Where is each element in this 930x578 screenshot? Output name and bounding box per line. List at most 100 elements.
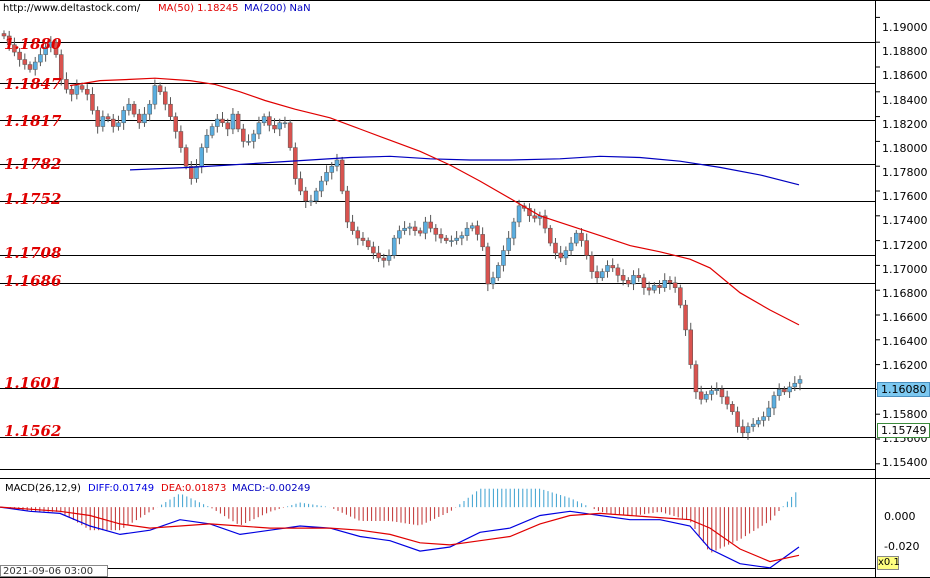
candle-body <box>506 237 511 251</box>
candle-body <box>391 237 397 256</box>
candle-body <box>719 389 725 398</box>
candle-body <box>620 275 626 281</box>
candle-body <box>407 226 413 229</box>
candle-body <box>584 240 589 256</box>
candle-body <box>683 304 688 331</box>
candle-body <box>558 252 563 259</box>
candle-body <box>350 221 355 231</box>
candle-body <box>490 277 496 285</box>
candle-body <box>220 118 225 124</box>
candle-body <box>548 227 553 244</box>
candle-body <box>469 225 475 229</box>
candle-body <box>256 122 262 135</box>
candle-body <box>329 165 335 173</box>
candle-body <box>339 159 345 192</box>
price-tick: 1.16400 <box>882 335 928 348</box>
price-tick: 1.18800 <box>882 45 928 58</box>
candle-body <box>355 230 361 239</box>
candle-body <box>750 423 756 427</box>
price-tick: 1.15400 <box>882 456 928 469</box>
candle-body <box>215 118 220 127</box>
candle-body <box>605 265 610 272</box>
candle-body <box>787 386 792 393</box>
candle-body <box>589 255 595 272</box>
candle-body <box>365 240 371 248</box>
candle-body <box>579 232 584 241</box>
candle-body <box>698 391 704 400</box>
price-tick: 1.19000 <box>882 21 928 34</box>
candle-body <box>43 46 48 55</box>
price-tick: 1.17600 <box>882 190 928 203</box>
macd-title: MACD(26,12,9) <box>5 483 81 494</box>
candle-body <box>27 64 33 70</box>
candle-body <box>12 44 17 53</box>
candle-body <box>797 379 803 384</box>
candle-body <box>287 122 293 148</box>
date-label: 2021-09-06 03:00 <box>0 565 108 577</box>
price-tick: 1.17000 <box>882 263 928 276</box>
candle-body <box>74 85 80 95</box>
candle-body <box>345 190 350 223</box>
candle-body <box>251 133 256 142</box>
candle-body <box>230 113 236 130</box>
macd-dea-line <box>0 506 800 563</box>
candle-body <box>319 180 324 192</box>
candle-body <box>740 426 746 434</box>
candle-body <box>495 265 501 279</box>
level-label: 1.1708 <box>4 244 62 262</box>
candle-body <box>6 35 12 45</box>
candle-body <box>610 265 615 269</box>
candle-body <box>714 389 720 391</box>
level-label: 1.1817 <box>4 112 62 130</box>
candle-body <box>563 250 569 259</box>
candle-body <box>189 165 194 179</box>
candle-body <box>693 364 699 393</box>
candle-body <box>735 411 740 427</box>
candle-body <box>111 118 116 127</box>
candle-body <box>600 271 605 279</box>
candle-body <box>454 237 459 241</box>
macd-dea-label: DEA:0.01873 <box>161 483 227 494</box>
candle-body <box>532 215 537 219</box>
candle-body <box>438 234 444 239</box>
candle-body <box>204 134 210 148</box>
scale-badge[interactable]: x0.1 <box>877 556 900 570</box>
candle-body <box>100 116 106 127</box>
candle-body <box>501 250 506 266</box>
candle-body <box>90 94 95 111</box>
price-tick: 1.17400 <box>882 214 928 227</box>
candle-body <box>22 59 28 65</box>
candle-body <box>17 51 22 60</box>
candle-body <box>267 116 272 126</box>
candle-body <box>209 126 215 136</box>
price-tick: 1.18000 <box>882 142 928 155</box>
candle-body <box>527 208 532 217</box>
candle-body <box>672 282 678 288</box>
candle-body <box>766 407 772 417</box>
level-label: 1.1562 <box>4 422 62 440</box>
candle-body <box>646 287 652 291</box>
price-tick: 1.18400 <box>882 94 928 107</box>
candle-body <box>553 242 558 254</box>
ma50-line <box>129 155 800 186</box>
level-label: 1.1601 <box>4 374 62 392</box>
candle-body <box>126 103 132 111</box>
candle-body <box>657 284 662 288</box>
site-url[interactable]: http://www.deltastock.com/ <box>3 3 141 14</box>
candle-body <box>480 234 485 248</box>
candle-body <box>38 54 43 63</box>
candle-body <box>449 240 454 242</box>
candle-body <box>277 122 282 130</box>
price-tick: 1.17800 <box>882 166 928 179</box>
candle-body <box>792 382 798 388</box>
candle-body <box>84 89 90 95</box>
candle-body <box>324 172 329 182</box>
candle-body <box>163 91 168 105</box>
candle-body <box>443 237 449 241</box>
candle-body <box>381 257 387 261</box>
level-label: 1.1686 <box>4 272 62 290</box>
candle-body <box>688 329 693 365</box>
candle-body <box>79 85 85 90</box>
candle-body <box>69 89 74 95</box>
